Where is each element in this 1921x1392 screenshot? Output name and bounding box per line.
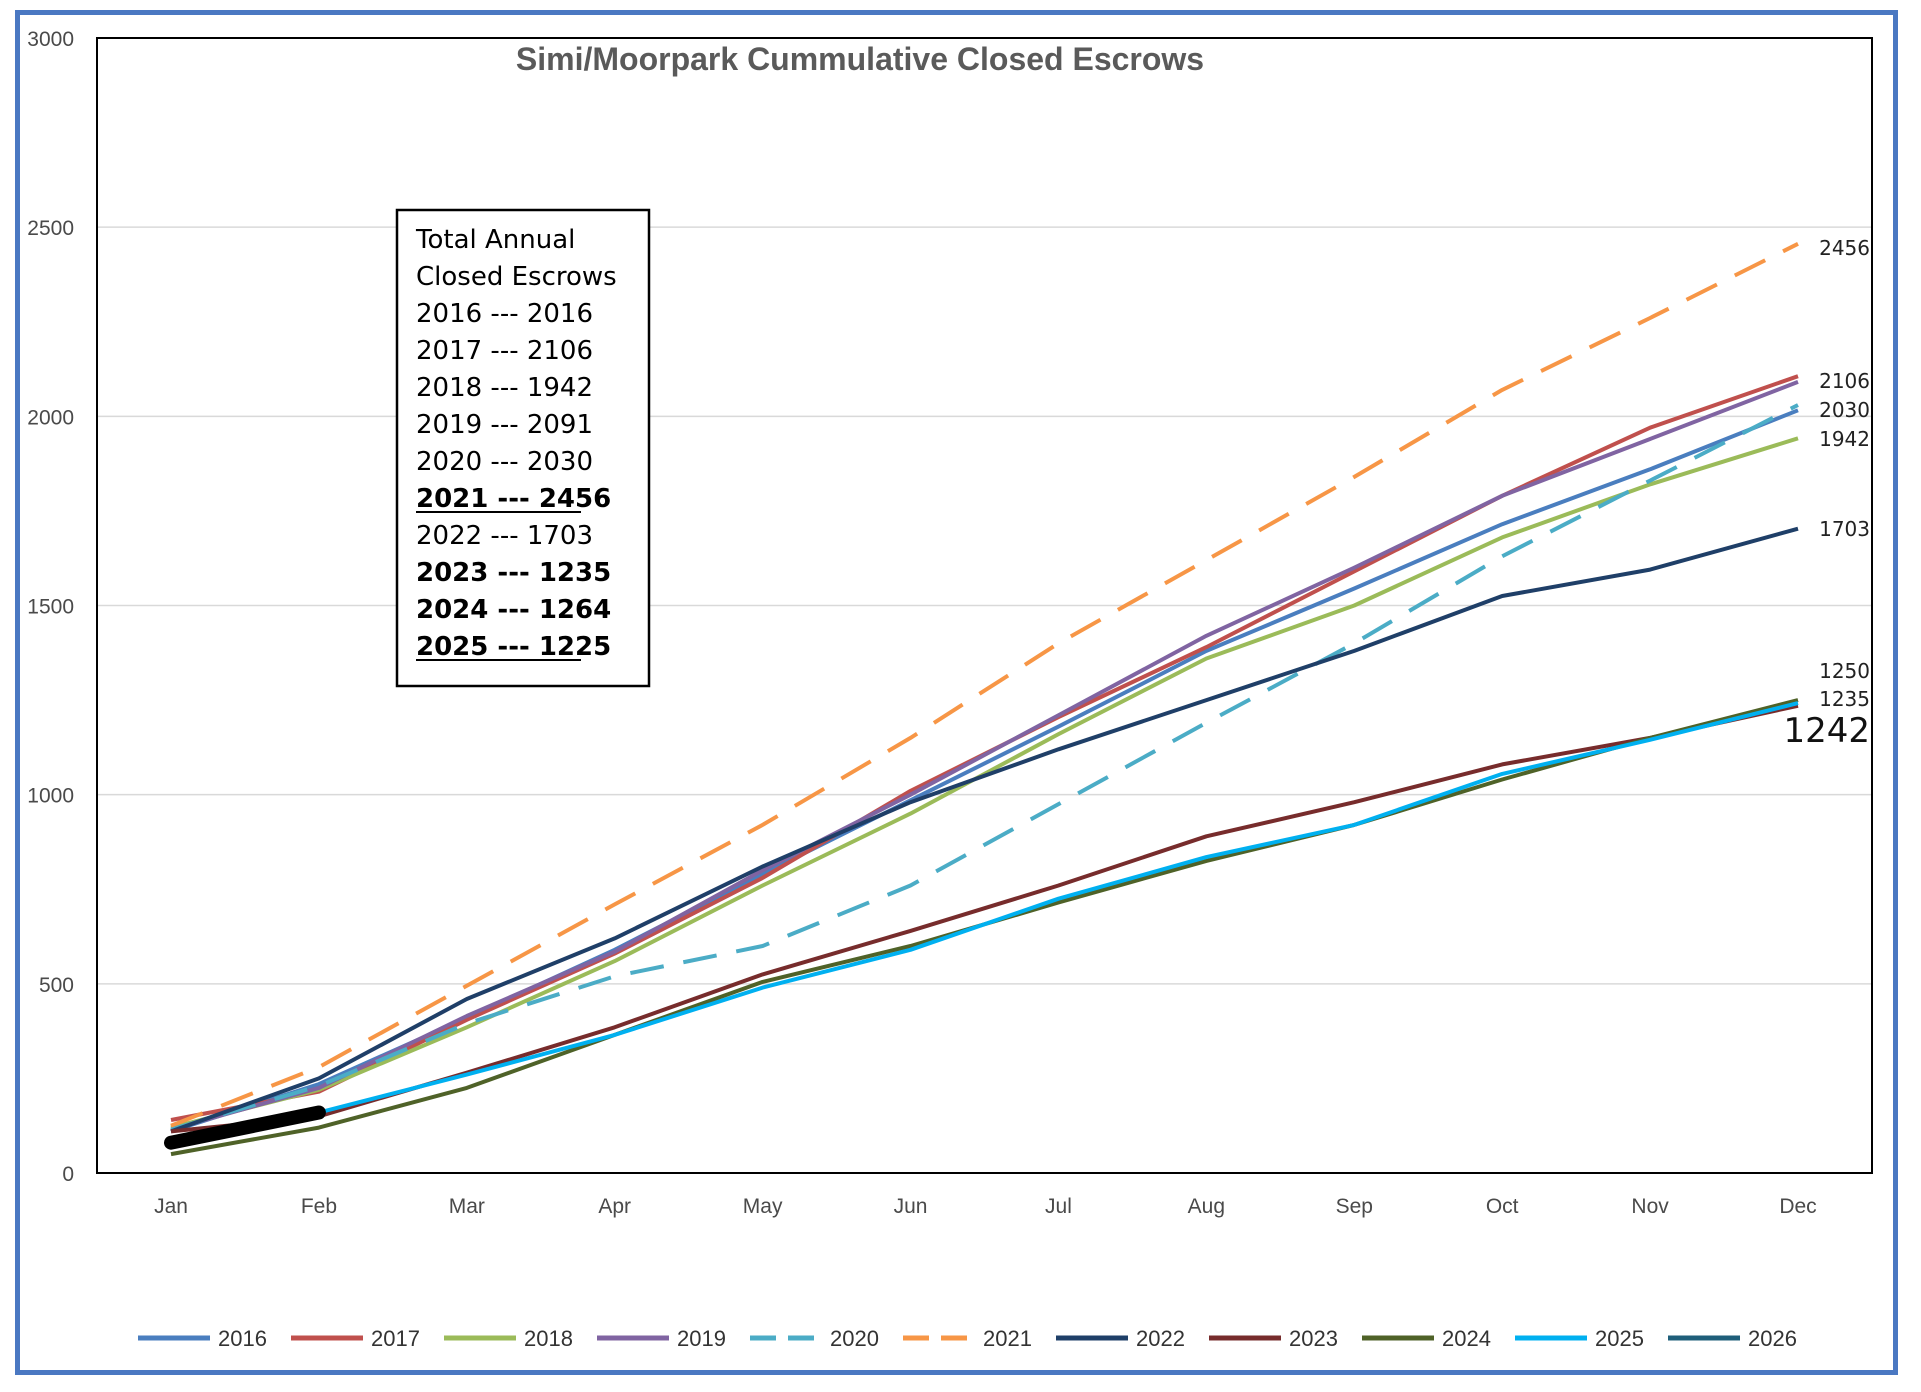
legend-item-2025: 2025: [1515, 1326, 1644, 1351]
x-tick-label: Mar: [449, 1195, 485, 1218]
series-line-2022: [170, 526, 1799, 1134]
legend-item-2023: 2023: [1209, 1326, 1338, 1351]
legend-label: 2023: [1289, 1326, 1338, 1351]
legend-label: 2018: [524, 1326, 573, 1351]
x-tick-label: Sep: [1336, 1195, 1373, 1218]
legend-item-2026: 2026: [1668, 1326, 1797, 1351]
legend-item-2018: 2018: [444, 1326, 573, 1351]
legend-item-2021: 2021: [903, 1326, 1032, 1351]
legend-label: 2026: [1748, 1326, 1797, 1351]
annotation-line: 2021 --- 2456: [416, 484, 611, 514]
x-tick-label: Aug: [1188, 1195, 1225, 1218]
x-tick-label: Nov: [1631, 1195, 1669, 1218]
x-tick-label: May: [743, 1195, 783, 1218]
legend-label: 2022: [1136, 1326, 1185, 1351]
legend-label: 2025: [1595, 1326, 1644, 1351]
annotation-line: Closed Escrows: [416, 262, 617, 292]
x-tick-label: Dec: [1779, 1195, 1816, 1218]
y-tick-label: 0: [62, 1163, 74, 1186]
end-value-label: 1942: [1819, 427, 1870, 451]
legend-item-2019: 2019: [597, 1326, 726, 1351]
legend-item-2017: 2017: [291, 1326, 420, 1351]
annotation-line: 2020 --- 2030: [416, 447, 593, 477]
series-line-2020: [170, 403, 1799, 1132]
y-tick-label: 2500: [27, 217, 74, 240]
annotation-line: 2017 --- 2106: [416, 336, 593, 366]
end-value-label: 1235: [1819, 687, 1870, 711]
annotation-line: 2022 --- 1703: [416, 521, 593, 551]
legend-label: 2024: [1442, 1326, 1491, 1351]
legend-item-2024: 2024: [1362, 1326, 1491, 1351]
annotation-line: 2023 --- 1235: [416, 558, 611, 588]
legend-item-2016: 2016: [138, 1326, 267, 1351]
annotation-box: Total Annual Closed Escrows 2016 --- 2016 2…: [395, 208, 651, 688]
end-value-label: 2456: [1819, 236, 1870, 260]
series-line-2019: [170, 380, 1799, 1132]
y-tick-label: 1500: [27, 596, 74, 619]
legend-label: 2020: [830, 1326, 879, 1351]
x-tick-label: Jun: [894, 1195, 928, 1218]
annotation-line: 2019 --- 2091: [416, 410, 593, 440]
chart-frame: [15, 10, 1898, 1375]
legend-label: 2016: [218, 1326, 267, 1351]
y-tick-label: 3000: [27, 28, 74, 51]
annotation-line: 2018 --- 1942: [416, 373, 593, 403]
annotation-line: 2016 --- 2016: [416, 299, 593, 329]
annotation-line: 2024 --- 1264: [416, 595, 611, 625]
x-tick-label: Apr: [598, 1195, 631, 1218]
annotation-line: Total Annual: [415, 225, 575, 255]
legend-item-2020: 2020: [750, 1326, 879, 1351]
series-line-2025: [170, 701, 1799, 1145]
annotation-line: 2025 --- 1225: [416, 632, 611, 662]
legend: 2016 2017 2018 2019 2020 2021 2022 2023 2024 2025…: [138, 1326, 1797, 1351]
x-tick-label: Feb: [301, 1195, 337, 1218]
y-tick-label: 2000: [27, 406, 74, 429]
end-value-label: 1242: [1783, 711, 1870, 751]
legend-label: 2021: [983, 1326, 1032, 1351]
y-tick-label: 500: [39, 974, 74, 997]
x-tick-label: Oct: [1486, 1195, 1519, 1218]
end-value-label: 2030: [1819, 398, 1870, 422]
x-tick-label: Jul: [1045, 1195, 1072, 1218]
chart-title: Simi/Moorpark Cummulative Closed Escrows: [516, 41, 1204, 77]
legend-item-2022: 2022: [1056, 1326, 1185, 1351]
legend-label: 2017: [371, 1326, 420, 1351]
y-tick-label: 1000: [27, 785, 74, 808]
x-tick-label: Jan: [154, 1195, 188, 1218]
series-line-2021: [170, 242, 1799, 1128]
plot-area-border: [96, 37, 1873, 1174]
series-line-2023: [170, 703, 1799, 1134]
end-value-label: 1250: [1819, 659, 1870, 683]
end-value-label: 1703: [1819, 517, 1870, 541]
legend-label: 2019: [677, 1326, 726, 1351]
end-value-label: 2106: [1819, 369, 1870, 393]
series-line-2026: [164, 1105, 326, 1150]
